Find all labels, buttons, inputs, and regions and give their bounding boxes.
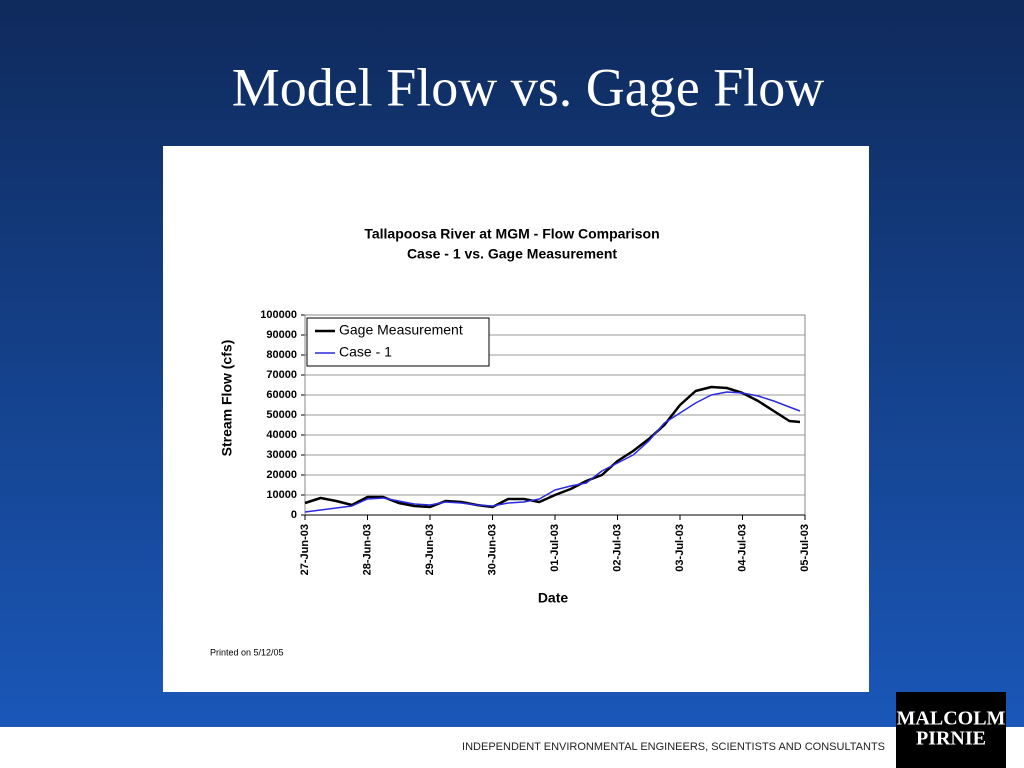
- y-tick-label: 30000: [266, 449, 297, 461]
- y-axis-label: Stream Flow (cfs): [219, 340, 235, 457]
- y-tick-label: 80000: [266, 349, 297, 361]
- footer-text: INDEPENDENT ENVIRONMENTAL ENGINEERS, SCI…: [462, 741, 885, 753]
- chart-subtitle: Case - 1 vs. Gage Measurement: [407, 246, 617, 262]
- x-tick-label: 29-Jun-03: [424, 524, 436, 575]
- logo-box: [896, 692, 1006, 768]
- legend-label: Case - 1: [339, 344, 392, 360]
- series-line: [304, 391, 801, 513]
- x-tick-label: 02-Jul-03: [611, 524, 623, 572]
- legend-label: Gage Measurement: [339, 322, 463, 338]
- note: Printed on 5/12/05: [210, 647, 284, 657]
- y-tick-label: 90000: [266, 329, 297, 341]
- x-tick-label: 28-Jun-03: [361, 524, 373, 575]
- x-tick-label: 01-Jul-03: [549, 524, 561, 572]
- x-axis-label: Date: [538, 590, 569, 606]
- x-tick-label: 04-Jul-03: [736, 524, 748, 572]
- y-tick-label: 60000: [266, 389, 297, 401]
- chart-panel: [163, 146, 869, 692]
- x-tick-label: 05-Jul-03: [799, 524, 811, 572]
- y-tick-label: 100000: [260, 309, 297, 321]
- y-tick-label: 10000: [266, 489, 297, 501]
- x-tick-label: 03-Jul-03: [674, 524, 686, 572]
- slide-title: Model Flow vs. Gage Flow: [232, 57, 825, 117]
- y-tick-label: 70000: [266, 369, 297, 381]
- y-tick-label: 20000: [266, 469, 297, 481]
- legend-box: [306, 317, 490, 367]
- footer-band: [0, 727, 1024, 768]
- x-tick-label: 30-Jun-03: [486, 524, 498, 575]
- chart-title: Tallapoosa River at MGM - Flow Compariso…: [364, 226, 659, 242]
- logo-text: MALCOLM: [897, 708, 1006, 730]
- y-tick-label: 0: [291, 509, 297, 521]
- y-tick-label: 40000: [266, 429, 297, 441]
- x-tick-label: 27-Jun-03: [299, 524, 311, 575]
- logo-text: PIRNIE: [916, 728, 986, 750]
- y-tick-label: 50000: [266, 409, 297, 421]
